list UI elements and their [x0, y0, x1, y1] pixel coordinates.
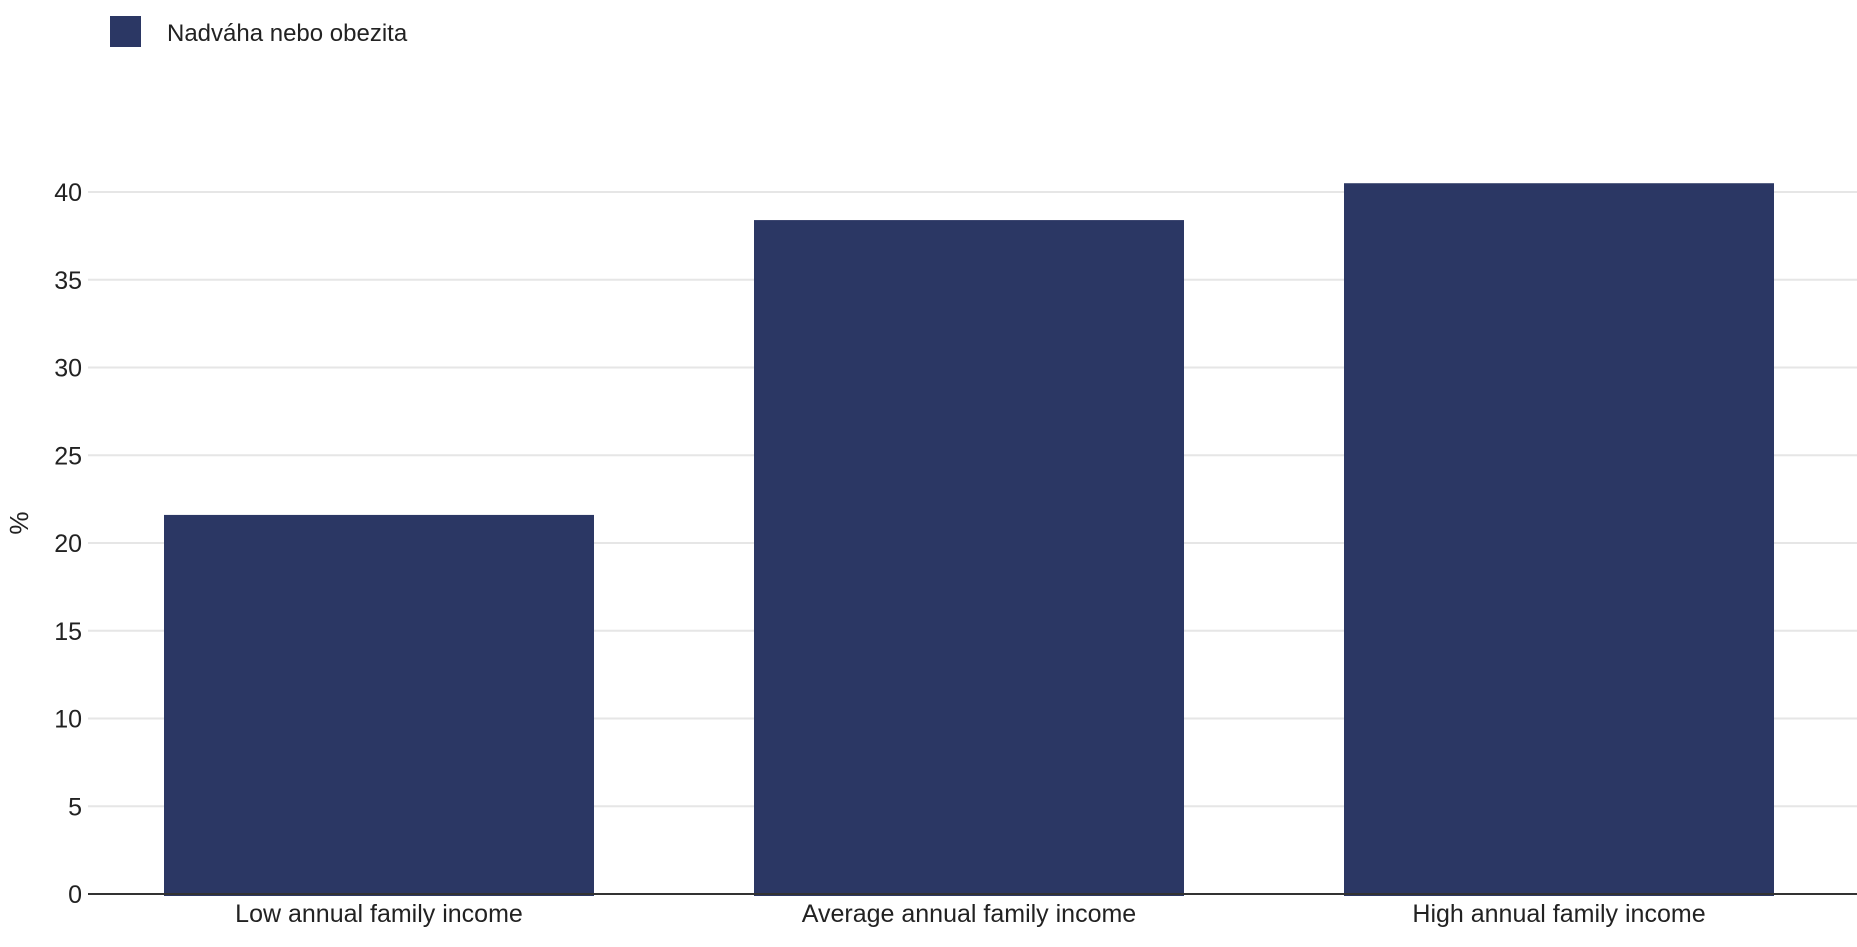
bar[interactable]: [164, 514, 594, 896]
y-tick-label: 25: [54, 442, 82, 470]
y-tick-label: 15: [54, 618, 82, 646]
y-tick-label: 40: [54, 179, 82, 207]
y-tick-label: 35: [54, 267, 82, 295]
x-tick-label: Low annual family income: [235, 900, 523, 928]
y-tick-label: 10: [54, 706, 82, 734]
x-tick-label: Average annual family income: [802, 900, 1136, 928]
y-tick-label: 5: [68, 793, 82, 821]
x-tick-label: High annual family income: [1412, 900, 1705, 928]
y-axis-ticks: 0 5 10 15 20 25 30 35 40: [54, 179, 82, 909]
y-tick-label: 30: [54, 355, 82, 383]
y-axis-label: %: [4, 511, 34, 534]
bar[interactable]: [1344, 183, 1774, 897]
y-tick-label: 20: [54, 530, 82, 558]
x-axis-ticks: Low annual family income Average annual f…: [235, 900, 1705, 928]
bars: [164, 183, 1774, 897]
legend-label: Nadváha nebo obezita: [167, 20, 408, 47]
y-tick-label: 0: [68, 881, 82, 909]
bar[interactable]: [754, 220, 1184, 896]
legend-swatch: [110, 16, 141, 47]
legend[interactable]: Nadváha nebo obezita: [110, 16, 408, 47]
